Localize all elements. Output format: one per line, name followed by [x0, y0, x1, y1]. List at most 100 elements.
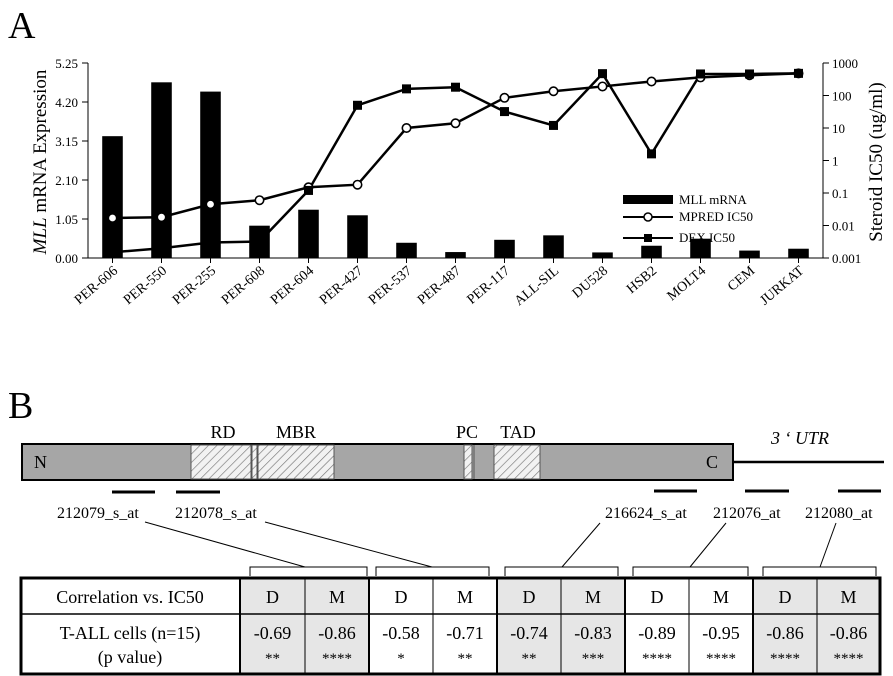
- probe-label-212079: 212079_s_at: [57, 505, 139, 522]
- table-col-head: D: [651, 587, 664, 607]
- table-row-label-1: T-ALL cells (n=15): [60, 623, 201, 644]
- domain-rd-box: [190, 444, 252, 480]
- bracket-1: [249, 566, 368, 576]
- connector-216624: [561, 522, 601, 568]
- table-row-label-2: (p value): [98, 647, 162, 668]
- connector-212080: [819, 522, 837, 568]
- table-col-shade: [240, 578, 305, 674]
- y2-tick-label: 1: [832, 154, 839, 169]
- x-tick-label-per-487: PER-487: [415, 264, 464, 308]
- y2-tick-label: 0.001: [832, 251, 861, 266]
- y-tick-label: 5.25: [55, 56, 78, 71]
- dex-point: [206, 237, 215, 247]
- bar-mll-all-sil: [543, 235, 564, 258]
- legend-mll-mrna: MLL mRNA: [679, 192, 747, 207]
- bar-mll-jurkat: [788, 248, 809, 258]
- table-significance: *: [397, 651, 405, 667]
- bracket-4: [632, 566, 749, 576]
- y-tick-label: 3.15: [55, 134, 78, 149]
- x-tick-label-hsb2: HSB2: [624, 264, 660, 297]
- connector-212078: [264, 521, 433, 568]
- x-tick-label-per-550: PER-550: [121, 264, 170, 308]
- mpred-point: [646, 76, 657, 87]
- y-tick-label: 0.00: [55, 251, 78, 266]
- x-tick-label-per-537: PER-537: [366, 264, 415, 308]
- table-col-head: D: [523, 587, 536, 607]
- dex-point: [451, 82, 460, 92]
- utr-label: 3 ‘ UTR: [770, 428, 829, 448]
- mpred-point: [548, 86, 559, 97]
- table-significance: **: [522, 651, 537, 667]
- bar-mll-per-427: [347, 215, 368, 258]
- probe-label-216624: 216624_s_at: [605, 505, 687, 522]
- bar-mll-per-606: [102, 136, 123, 258]
- bar-mll-per-604: [298, 209, 319, 258]
- y-tick-label: 4.20: [55, 95, 78, 110]
- table-col-head: D: [266, 587, 279, 607]
- probe-label-212076: 212076_at: [713, 505, 781, 522]
- table-corr-value: -0.58: [382, 623, 420, 643]
- dex-point: [304, 185, 313, 195]
- domain-pc-box: [463, 444, 473, 480]
- bar-mll-hsb2: [641, 245, 662, 258]
- connector-212076: [689, 522, 727, 568]
- legend-dex-marker: [644, 234, 652, 242]
- mpred-point: [401, 123, 412, 134]
- dex-point: [500, 107, 509, 117]
- n-terminus-label: N: [34, 452, 47, 472]
- table-col-head: M: [329, 587, 345, 607]
- table-col-shade: [817, 578, 880, 674]
- mpred-point: [107, 213, 118, 224]
- table-col-head: M: [840, 587, 856, 607]
- dex-point: [696, 69, 705, 79]
- bar-mll-cem: [739, 250, 760, 258]
- bracket-5: [762, 566, 877, 576]
- mpred-point: [254, 195, 265, 206]
- x-tick-label-molt4: MOLT4: [665, 264, 709, 305]
- y2-tick-label: 0.1: [832, 186, 848, 201]
- table-cells: D -0.69 ** M -0.86 **** D -0.58 * M -0.71 ** D -0.74 *…: [240, 578, 880, 674]
- bar-mll-per-255: [200, 91, 221, 258]
- bracket-2: [375, 566, 490, 576]
- dex-point: [549, 120, 558, 130]
- domain-label-mbr: MBR: [276, 422, 316, 442]
- domain-label-pc: PC: [456, 422, 478, 442]
- table-corr-value: -0.86: [766, 623, 804, 643]
- probe-label-212078: 212078_s_at: [175, 505, 257, 522]
- table-col-head: D: [779, 587, 792, 607]
- x-tick-label-per-604: PER-604: [268, 264, 317, 308]
- x-tick-label-all-sil: ALL-SIL: [512, 264, 562, 309]
- legend-mpred: MPRED IC50: [679, 209, 753, 224]
- mpred-point: [597, 81, 608, 92]
- table-significance: **: [458, 651, 473, 667]
- table-significance: ****: [706, 651, 736, 667]
- mpred-point: [205, 199, 216, 210]
- y2-tick-label: 10: [832, 121, 845, 136]
- table-col-shade: [561, 578, 625, 674]
- table-col-head: M: [457, 587, 473, 607]
- chart-a: 0.00 1.05 2.10 3.15 4.20 5.25 0.001 0.01 0.1 1 10…: [30, 56, 887, 309]
- x-tick-label-per-608: PER-608: [219, 264, 268, 308]
- table-significance: ****: [770, 651, 800, 667]
- table-col-head: D: [395, 587, 408, 607]
- table-significance: ****: [642, 651, 672, 667]
- protein-bar: [21, 443, 734, 481]
- legend-dex: DEX IC50: [679, 230, 735, 245]
- table-col-shade: [753, 578, 817, 674]
- mpred-point: [499, 92, 510, 103]
- y-tick-label: 1.05: [55, 212, 78, 227]
- correlation-table: D -0.69 ** M -0.86 **** D -0.58 * M -0.71 ** D -0.74 *…: [19, 576, 882, 676]
- lines-group: [107, 68, 804, 257]
- table-significance: **: [265, 651, 280, 667]
- table-col-head: M: [713, 587, 729, 607]
- y-tick-label: 2.10: [55, 173, 78, 188]
- table-col-head: M: [585, 587, 601, 607]
- table-col-shade: [497, 578, 561, 674]
- table-significance: ***: [582, 651, 605, 667]
- table-corr-value: -0.86: [830, 623, 868, 643]
- table-corr-value: -0.95: [702, 623, 740, 643]
- table-corr-value: -0.83: [574, 623, 612, 643]
- y2-ticks: 0.001 0.01 0.1 1 10 100 1000: [823, 56, 861, 266]
- y2-tick-label: 100: [832, 89, 852, 104]
